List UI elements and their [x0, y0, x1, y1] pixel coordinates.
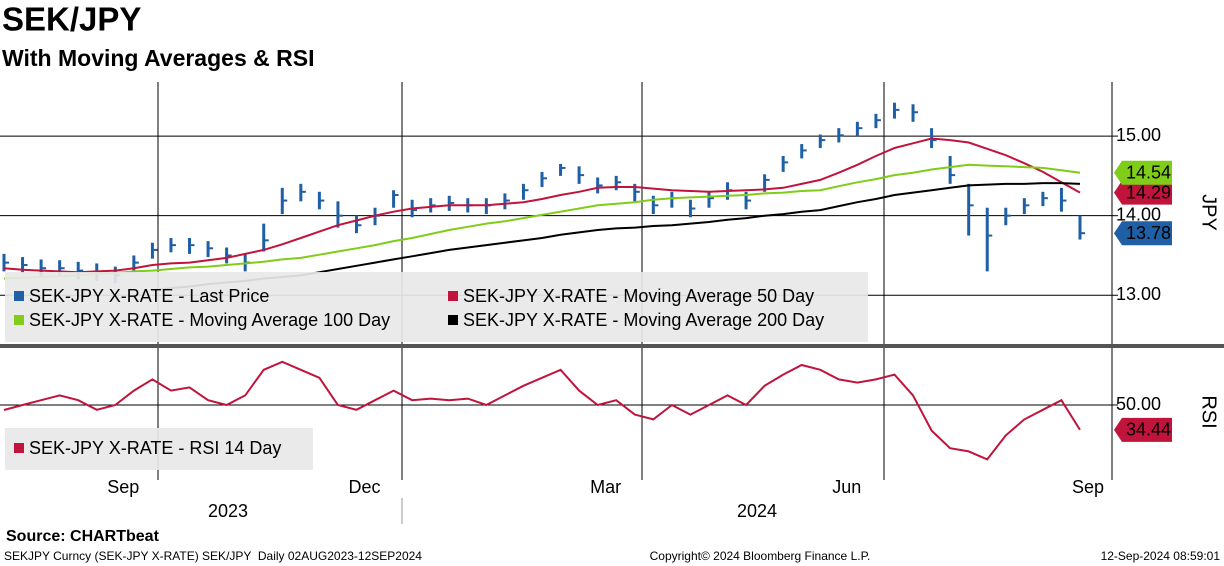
- y-tick-label: 14.00: [1116, 204, 1161, 224]
- series-line: [3, 360, 1081, 461]
- value-tag-label: 14.29: [1126, 182, 1171, 202]
- chart-title: SEK/JPY: [2, 1, 141, 38]
- price-bar: [670, 191, 677, 208]
- legend-label: SEK-JPY X-RATE - Moving Average 50 Day: [463, 286, 814, 306]
- footer-center: Copyright© 2024 Bloomberg Finance L.P.: [650, 549, 871, 563]
- price-bar: [1022, 198, 1030, 215]
- price-bar: [1059, 187, 1067, 212]
- price-bar: [874, 113, 881, 129]
- price-bar: [354, 215, 362, 234]
- price-bar: [132, 255, 139, 273]
- price-bar: [1078, 215, 1085, 240]
- price-bar: [855, 121, 863, 137]
- price-bar: [225, 247, 232, 264]
- x-tick-label: Jun: [832, 477, 861, 497]
- legend-swatch: [448, 291, 458, 301]
- legend-swatch: [448, 315, 458, 325]
- series-line: [3, 163, 1081, 280]
- price-bar: [781, 156, 789, 172]
- price-bar: [336, 201, 343, 228]
- legend-label: SEK-JPY X-RATE - Last Price: [29, 286, 269, 306]
- price-bar: [429, 198, 436, 213]
- price-bar: [985, 207, 993, 272]
- price-bar: [967, 183, 974, 236]
- value-tag-label: 14.54: [1126, 162, 1171, 182]
- chart-subtitle: With Moving Averages & RSI: [2, 45, 314, 71]
- footer-right: 12-Sep-2024 08:59:01: [1101, 549, 1221, 563]
- price-bar: [299, 183, 306, 202]
- value-tag: [1114, 180, 1172, 205]
- price-bar: [188, 237, 195, 254]
- x-group-label: 2023: [208, 501, 248, 521]
- price-bar: [540, 171, 547, 188]
- value-tag: [1114, 221, 1172, 246]
- x-tick-label: Sep: [107, 477, 139, 497]
- x-tick-label: Dec: [348, 477, 380, 497]
- price-bar: [206, 241, 214, 258]
- y-axis-label: RSI: [1198, 395, 1220, 428]
- price-bar: [503, 193, 510, 210]
- x-group-label: 2024: [737, 501, 777, 521]
- price-bar: [392, 190, 399, 208]
- price-bar: [1041, 191, 1048, 207]
- price-bar: [1004, 207, 1011, 226]
- y-axis-label: JPY: [1198, 194, 1220, 231]
- price-bar: [596, 177, 603, 194]
- y-tick-label: 15.00: [1116, 125, 1161, 145]
- price-bar: [948, 156, 956, 184]
- y-tick-label: 50.00: [1116, 394, 1161, 414]
- legend-label: SEK-JPY X-RATE - Moving Average 200 Day: [463, 310, 824, 330]
- price-bar: [688, 199, 696, 218]
- legend-swatch: [14, 443, 24, 453]
- footer-left: SEKJPY Curncy (SEK-JPY X-RATE) SEK/JPY D…: [4, 549, 422, 563]
- source: Source: CHARTbeat: [6, 528, 160, 545]
- price-bar: [800, 144, 807, 159]
- price-bar: [614, 175, 622, 191]
- value-tag: [1114, 417, 1172, 442]
- series-line: [3, 137, 1081, 274]
- value-tag: [1114, 160, 1172, 185]
- price-bar: [447, 195, 455, 211]
- price-bar: [280, 187, 288, 215]
- legend-box: [5, 428, 313, 470]
- legend-label: SEK-JPY X-RATE - RSI 14 Day: [29, 438, 281, 458]
- value-tag-label: 34.44: [1126, 420, 1171, 440]
- legend-label: SEK-JPY X-RATE - Moving Average 100 Day: [29, 310, 390, 330]
- price-bar: [559, 163, 566, 176]
- x-tick-label: Mar: [590, 477, 621, 497]
- price-bar: [150, 242, 158, 259]
- legend-swatch: [14, 291, 24, 301]
- legend-box: [5, 272, 868, 342]
- price-bar: [837, 128, 844, 143]
- price-bar: [317, 191, 325, 210]
- price-bar: [707, 191, 714, 208]
- price-bar: [818, 134, 826, 149]
- x-tick-label: Sep: [1072, 477, 1104, 497]
- value-tag-label: 13.78: [1126, 223, 1171, 243]
- price-bar: [911, 104, 919, 122]
- legend-swatch: [14, 315, 24, 325]
- y-tick-label: 13.00: [1116, 284, 1161, 304]
- price-bar: [521, 183, 529, 200]
- price-bar: [892, 102, 900, 119]
- price-bar: [577, 166, 585, 184]
- price-bar: [169, 237, 176, 253]
- price-bar: [262, 223, 269, 252]
- panel-separator: [0, 344, 1224, 348]
